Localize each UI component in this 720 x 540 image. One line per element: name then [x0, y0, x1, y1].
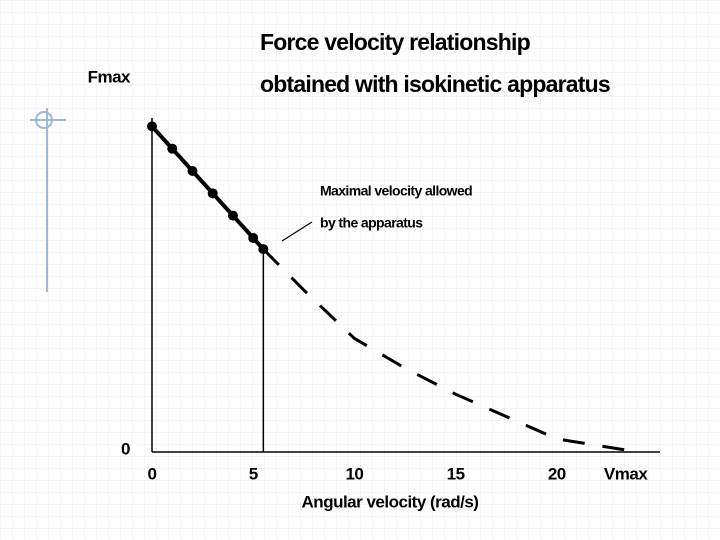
- plot: 0 5 10 15 20 Vmax 0 Fmax: [88, 67, 660, 483]
- chart-title: Force velocity relationship: [260, 29, 531, 55]
- data-point: [248, 232, 259, 243]
- y-tick-label: 0: [121, 439, 130, 458]
- y-tick-label: Fmax: [88, 67, 131, 86]
- x-tick-label: 20: [548, 464, 566, 483]
- x-axis-label: Angular velocity (rad/s): [302, 492, 479, 511]
- annotation: Maximal velocity allowed: [320, 183, 472, 199]
- data-point: [227, 210, 238, 221]
- annotation: by the apparatus: [320, 215, 423, 231]
- x-tick-label: 0: [148, 464, 157, 483]
- data-point: [207, 188, 218, 199]
- line-series: [262, 248, 626, 452]
- data-point: [187, 166, 198, 176]
- data-point: [147, 121, 157, 132]
- data-point: [167, 143, 178, 154]
- x-tick-label: 5: [249, 464, 258, 483]
- annotation-arrow: [281, 221, 313, 242]
- chart-title: obtained with isokinetic apparatus: [260, 71, 610, 97]
- x-tick-label: 15: [447, 464, 465, 483]
- slide-decoration: [30, 108, 66, 292]
- x-tick-label: Vmax: [604, 464, 648, 483]
- x-tick-label: 10: [345, 464, 363, 483]
